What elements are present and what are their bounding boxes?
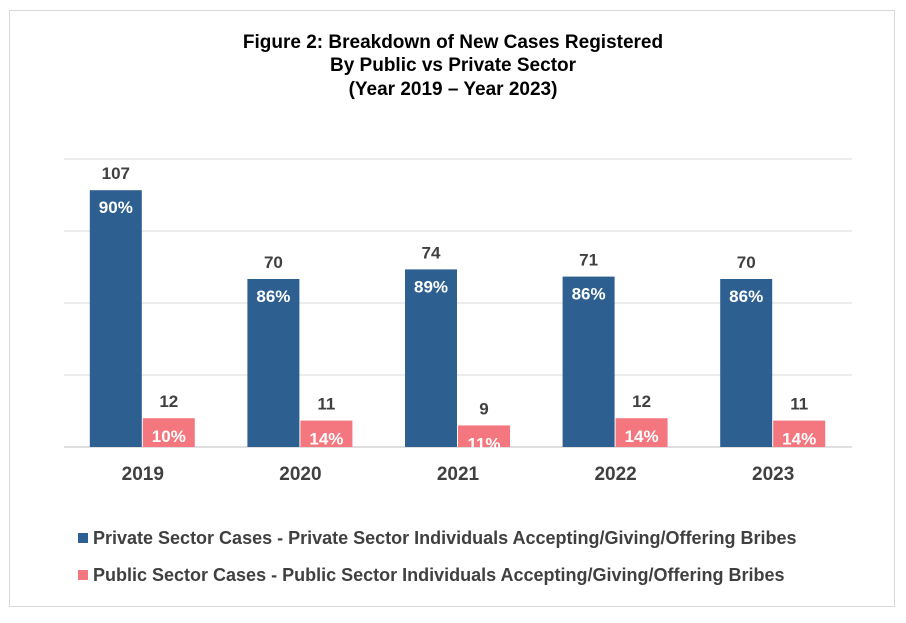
bar-private xyxy=(89,190,142,447)
x-tick-label: 2022 xyxy=(594,464,636,485)
percent-label-public: 10% xyxy=(152,427,186,446)
bar-private xyxy=(247,279,300,447)
percent-label-public: 14% xyxy=(782,430,816,449)
bar-private xyxy=(720,279,773,447)
legend-label-private: Private Sector Cases - Private Sector In… xyxy=(93,528,797,548)
data-label-public: 11 xyxy=(790,395,808,414)
data-label-public: 12 xyxy=(159,392,178,411)
percent-label-public: 11% xyxy=(467,434,500,453)
bar-public xyxy=(773,420,826,447)
data-label-private: 70 xyxy=(264,253,283,272)
legend-item-public: Public Sector Cases - Public Sector Indi… xyxy=(78,565,785,586)
percent-label-private: 90% xyxy=(99,198,133,217)
bar-private xyxy=(562,276,615,447)
data-label-public: 11 xyxy=(317,395,335,414)
data-label-private: 71 xyxy=(579,251,598,270)
bar-public xyxy=(458,425,510,447)
percent-label-private: 86% xyxy=(729,287,763,306)
x-tick-label: 2019 xyxy=(122,464,164,485)
data-label-public: 9 xyxy=(479,399,488,418)
legend-swatch-public xyxy=(78,570,88,580)
chart-title-line-3: (Year 2019 – Year 2023) xyxy=(348,79,558,100)
x-tick-label: 2020 xyxy=(279,464,321,485)
legend-label-public: Public Sector Cases - Public Sector Indi… xyxy=(93,565,785,585)
percent-label-private: 86% xyxy=(256,287,290,306)
x-tick-label: 2023 xyxy=(752,464,794,485)
chart-title-line-1: Figure 2: Breakdown of New Cases Registe… xyxy=(242,32,664,53)
percent-label-private: 86% xyxy=(572,285,606,304)
data-label-private: 74 xyxy=(422,243,441,262)
bar-public xyxy=(142,418,195,447)
bar-public xyxy=(615,418,668,447)
bar-private xyxy=(405,269,457,447)
legend-item-private: Private Sector Cases - Private Sector In… xyxy=(78,528,797,549)
data-label-private: 107 xyxy=(102,164,130,183)
data-label-private: 70 xyxy=(737,253,756,272)
legend-swatch-private xyxy=(78,533,88,543)
chart-title-line-2: By Public vs Private Sector xyxy=(329,55,577,76)
bar-public xyxy=(300,420,353,447)
x-tick-label: 2021 xyxy=(437,464,480,485)
data-label-public: 12 xyxy=(632,392,651,411)
percent-label-private: 89% xyxy=(414,277,448,296)
percent-label-public: 14% xyxy=(309,430,343,449)
percent-label-public: 14% xyxy=(625,427,659,446)
